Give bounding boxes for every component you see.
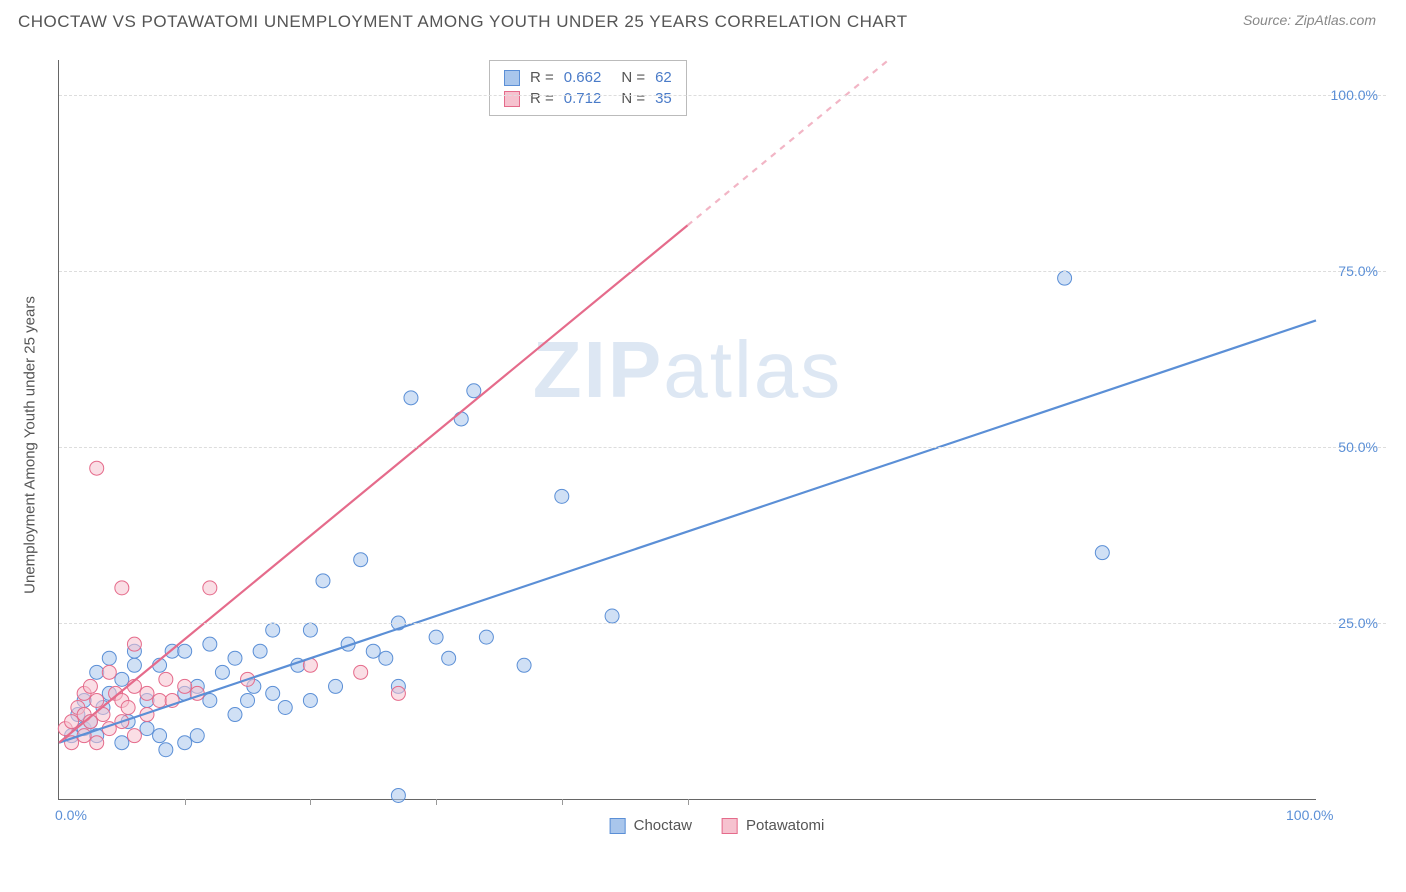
data-point	[454, 412, 468, 426]
data-point	[153, 693, 167, 707]
stat-n-label: N =	[621, 69, 645, 86]
y-tick-label: 75.0%	[1338, 263, 1378, 279]
data-point	[178, 644, 192, 658]
data-point	[153, 729, 167, 743]
data-point	[90, 693, 104, 707]
gridline	[59, 95, 1386, 96]
chart-svg	[59, 60, 1316, 799]
x-tick-label: 0.0%	[55, 807, 87, 823]
data-point	[555, 489, 569, 503]
x-tick-label: 100.0%	[1286, 807, 1333, 823]
data-point	[203, 581, 217, 595]
data-point	[90, 665, 104, 679]
legend-item-choctaw: Choctaw	[610, 817, 692, 834]
data-point	[65, 715, 79, 729]
data-point	[121, 701, 135, 715]
swatch-choctaw	[610, 818, 626, 834]
bottom-legend: Choctaw Potawatomi	[610, 817, 825, 834]
data-point	[329, 679, 343, 693]
data-point	[266, 623, 280, 637]
data-point	[303, 693, 317, 707]
chart-container: Unemployment Among Youth under 25 years …	[48, 50, 1386, 840]
data-point	[127, 729, 141, 743]
data-point	[83, 679, 97, 693]
data-point	[316, 574, 330, 588]
legend-label: Choctaw	[634, 817, 692, 834]
stat-n-label: N =	[621, 90, 645, 107]
stats-row-potawatomi: R = 0.712 N = 35	[504, 88, 672, 109]
legend-item-potawatomi: Potawatomi	[722, 817, 824, 834]
data-point	[140, 686, 154, 700]
data-point	[303, 623, 317, 637]
data-point	[366, 644, 380, 658]
data-point	[215, 665, 229, 679]
data-point	[354, 553, 368, 567]
data-point	[102, 651, 116, 665]
y-tick-label: 100.0%	[1331, 87, 1378, 103]
data-point	[391, 686, 405, 700]
data-point	[115, 736, 129, 750]
gridline	[59, 623, 1386, 624]
x-tick	[688, 799, 689, 805]
y-tick-label: 50.0%	[1338, 439, 1378, 455]
data-point	[379, 651, 393, 665]
data-point	[140, 722, 154, 736]
data-point	[178, 679, 192, 693]
data-point	[127, 658, 141, 672]
y-axis-label: Unemployment Among Youth under 25 years	[22, 296, 39, 594]
data-point	[266, 686, 280, 700]
data-point	[391, 788, 405, 802]
data-point	[228, 651, 242, 665]
stats-row-choctaw: R = 0.662 N = 62	[504, 67, 672, 88]
data-point	[253, 644, 267, 658]
source-attribution: Source: ZipAtlas.com	[1243, 12, 1376, 28]
data-point	[278, 701, 292, 715]
stat-n-value-choctaw: 62	[655, 69, 672, 86]
stat-r-label: R =	[530, 90, 554, 107]
plot-area: ZIPatlas R = 0.662 N = 62 R = 0.712 N = …	[58, 60, 1316, 800]
data-point	[90, 461, 104, 475]
data-point	[517, 658, 531, 672]
data-point	[127, 637, 141, 651]
data-point	[159, 743, 173, 757]
swatch-potawatomi	[722, 818, 738, 834]
y-tick-label: 25.0%	[1338, 615, 1378, 631]
data-point	[479, 630, 493, 644]
data-point	[90, 736, 104, 750]
x-tick	[185, 799, 186, 805]
gridline	[59, 271, 1386, 272]
gridline	[59, 447, 1386, 448]
x-tick	[562, 799, 563, 805]
x-tick	[436, 799, 437, 805]
stat-r-value-potawatomi: 0.712	[564, 90, 602, 107]
data-point	[190, 729, 204, 743]
stat-r-label: R =	[530, 69, 554, 86]
data-point	[159, 672, 173, 686]
legend-label: Potawatomi	[746, 817, 824, 834]
data-point	[1095, 546, 1109, 560]
stats-box: R = 0.662 N = 62 R = 0.712 N = 35	[489, 60, 687, 116]
data-point	[605, 609, 619, 623]
data-point	[429, 630, 443, 644]
stat-r-value-choctaw: 0.662	[564, 69, 602, 86]
chart-title: CHOCTAW VS POTAWATOMI UNEMPLOYMENT AMONG…	[18, 12, 908, 32]
data-point	[228, 708, 242, 722]
data-point	[354, 665, 368, 679]
data-point	[1058, 271, 1072, 285]
data-point	[115, 672, 129, 686]
data-point	[203, 693, 217, 707]
data-point	[178, 736, 192, 750]
data-point	[467, 384, 481, 398]
title-bar: CHOCTAW VS POTAWATOMI UNEMPLOYMENT AMONG…	[0, 0, 1406, 40]
data-point	[404, 391, 418, 405]
swatch-choctaw	[504, 70, 520, 86]
data-point	[115, 581, 129, 595]
stat-n-value-potawatomi: 35	[655, 90, 672, 107]
data-point	[241, 693, 255, 707]
x-tick	[310, 799, 311, 805]
swatch-potawatomi	[504, 91, 520, 107]
data-point	[102, 665, 116, 679]
data-point	[442, 651, 456, 665]
data-point	[203, 637, 217, 651]
